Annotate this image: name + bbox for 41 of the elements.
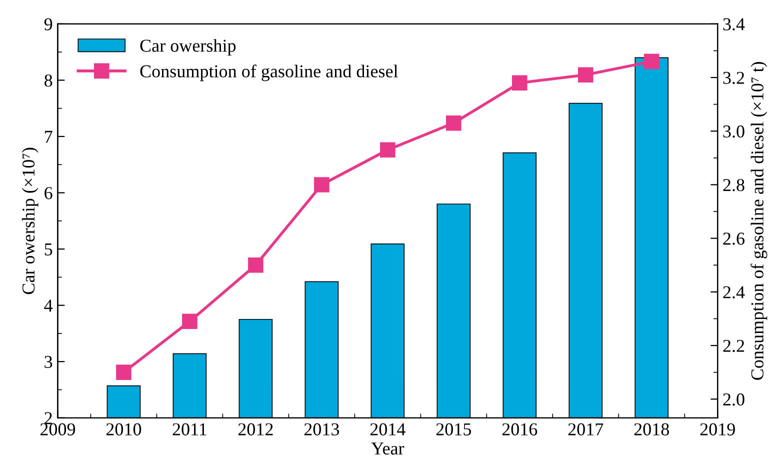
y2-tick-label: 2.6 (723, 232, 744, 245)
y-axis-title: Car owership (×10⁷) (22, 148, 38, 294)
y-tick-label: 4 (44, 300, 53, 312)
x-tick-label: 2009 (40, 423, 76, 436)
x-tick-label: 2013 (304, 423, 340, 436)
y-tick-label: 8 (44, 74, 52, 87)
legend-label: Consumption of gasoline and diesel (140, 64, 398, 82)
y-tick-label: 5 (44, 243, 52, 256)
point (116, 364, 132, 380)
point (512, 75, 528, 91)
y-tick-label: 7 (45, 130, 52, 143)
y2-tick-label: 3.2 (723, 72, 744, 84)
point (644, 54, 660, 70)
y-tick-label: 6 (44, 187, 52, 200)
y2-tick-label: 3.0 (723, 125, 744, 138)
x-tick-label: 2017 (568, 423, 604, 436)
x-tick-label: 2012 (238, 423, 273, 436)
y-tick-label: 2 (44, 412, 52, 424)
y2-tick-label: 2.4 (723, 286, 745, 298)
y-tick-label: 3 (44, 356, 52, 368)
y2-tick-label: 3.4 (723, 18, 745, 30)
point (446, 115, 462, 131)
legend-label: Car owership (140, 39, 236, 56)
y2-axis-title: Consumption of gasoline and diesel (×10⁷ t) (750, 62, 768, 380)
point (380, 142, 396, 158)
x-tick-label: 2018 (634, 423, 669, 436)
x-tick-label: 2019 (700, 423, 735, 436)
y2-tick-label: 2.2 (723, 340, 744, 352)
x-tick-label: 2011 (172, 423, 206, 436)
point (248, 257, 264, 273)
y2-tick-label: 2.0 (723, 393, 744, 406)
x-tick-label: 2010 (106, 423, 142, 436)
x-tick-label: 2014 (370, 423, 406, 436)
y-tick-label: 9 (44, 18, 52, 30)
x-tick-label: 2015 (436, 423, 471, 436)
point (314, 177, 330, 192)
x-axis-title: Year (371, 442, 404, 455)
point (182, 314, 198, 330)
y2-tick-label: 2.8 (723, 178, 744, 192)
point (578, 67, 594, 82)
x-tick-label: 2016 (502, 423, 538, 436)
